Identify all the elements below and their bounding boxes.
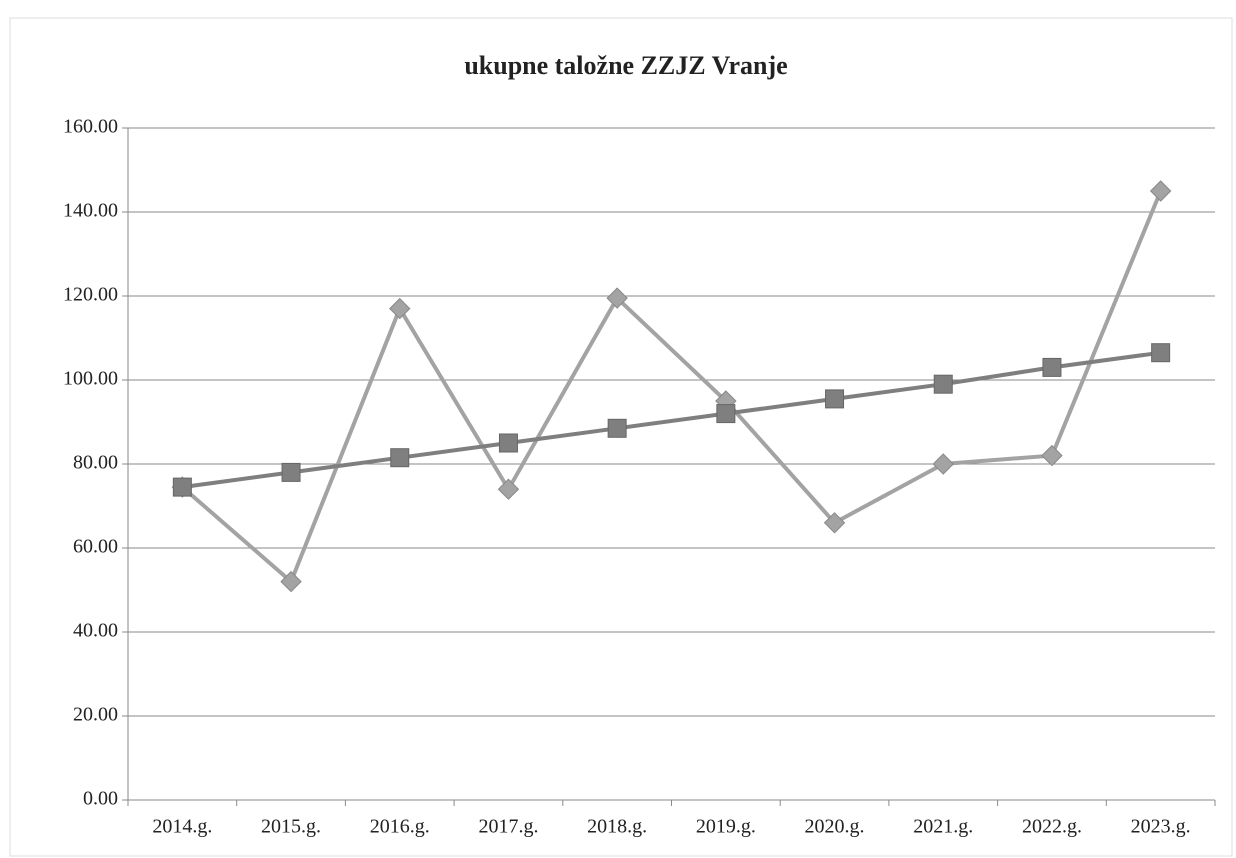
y-tick-label: 80.00 <box>73 452 118 474</box>
y-tick-label: 40.00 <box>73 620 118 642</box>
point <box>172 477 192 497</box>
series-line <box>182 350 1161 490</box>
point <box>498 433 518 453</box>
series-line <box>181 190 1163 585</box>
point <box>390 448 410 468</box>
point <box>497 478 520 500</box>
point <box>280 570 302 593</box>
x-tick-label: 2023.g. <box>1131 816 1191 838</box>
x-tick-label: 2015.g. <box>261 816 321 838</box>
point <box>825 389 845 409</box>
point <box>1151 343 1171 363</box>
y-tick-label: 60.00 <box>73 536 118 558</box>
y-tick-label: 0.00 <box>83 788 118 810</box>
x-tick-label: 2014.g. <box>152 816 212 838</box>
y-tick-label: 160.00 <box>63 116 118 138</box>
y-tick-label: 20.00 <box>73 704 118 726</box>
point <box>933 374 953 394</box>
x-tick-label: 2017.g. <box>478 816 538 838</box>
point <box>607 418 627 438</box>
y-tick-label: 120.00 <box>63 284 118 306</box>
point <box>281 462 301 482</box>
x-tick-label: 2021.g. <box>913 816 973 838</box>
point <box>716 404 736 424</box>
x-tick-label: 2019.g. <box>696 816 756 838</box>
point <box>389 297 411 320</box>
x-tick-label: 2020.g. <box>805 816 865 838</box>
point <box>932 453 954 475</box>
chart-title: ukupne taložne ZZJZ Vranje <box>464 51 787 80</box>
x-tick-label: 2018.g. <box>587 816 647 838</box>
y-tick-label: 100.00 <box>63 368 118 390</box>
point <box>1042 357 1062 377</box>
point <box>1149 180 1172 202</box>
x-tick-label: 2022.g. <box>1022 816 1082 838</box>
point <box>823 512 846 534</box>
y-tick-label: 140.00 <box>63 200 118 222</box>
point <box>1041 444 1063 467</box>
x-tick-label: 2016.g. <box>370 816 430 838</box>
point <box>606 287 628 309</box>
